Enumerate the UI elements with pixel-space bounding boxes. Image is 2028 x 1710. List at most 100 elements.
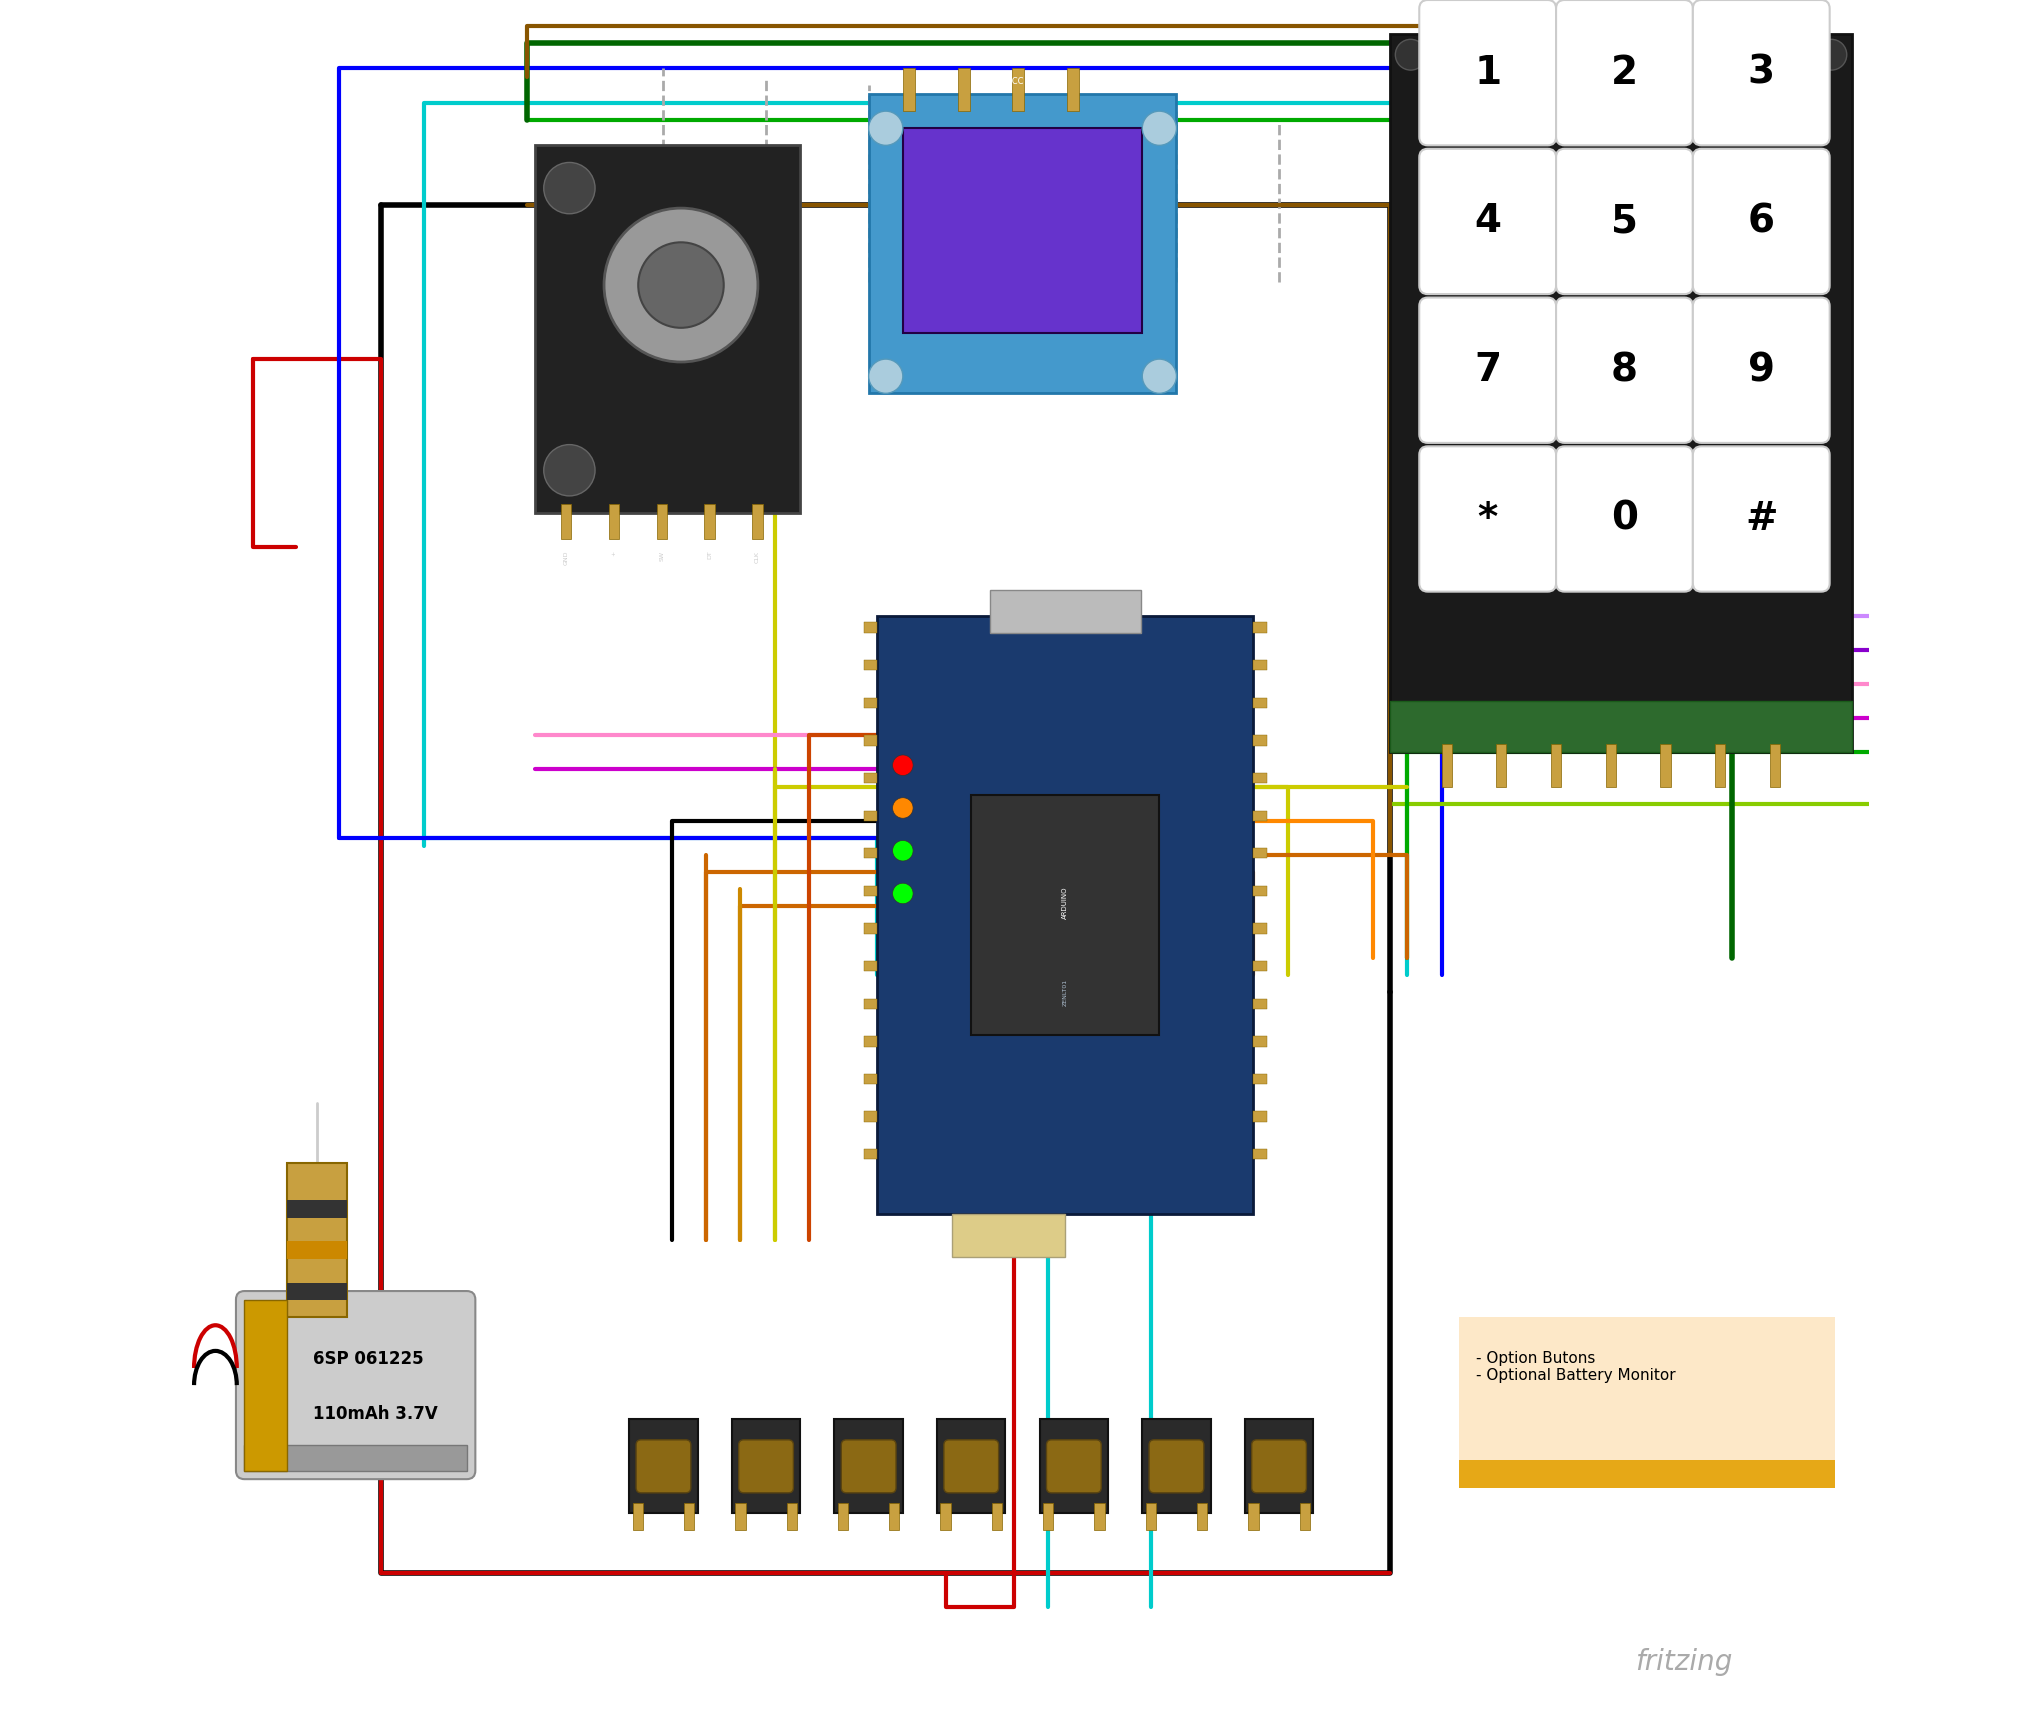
- Text: 1: 1: [1474, 53, 1501, 92]
- Bar: [1012, 68, 1024, 111]
- FancyBboxPatch shape: [1555, 298, 1693, 443]
- Bar: [902, 128, 1142, 333]
- Bar: [1253, 1112, 1268, 1122]
- Bar: [1458, 1317, 1835, 1488]
- Text: GND VCC SCL SDA: GND VCC SCL SDA: [984, 77, 1061, 86]
- FancyBboxPatch shape: [943, 1440, 998, 1493]
- Circle shape: [1815, 39, 1848, 70]
- Bar: [864, 848, 878, 858]
- Bar: [1067, 68, 1079, 111]
- Bar: [864, 923, 878, 934]
- Bar: [288, 1200, 347, 1218]
- Bar: [1245, 1419, 1314, 1513]
- Bar: [864, 1112, 878, 1122]
- Bar: [992, 1503, 1002, 1530]
- Bar: [1095, 1503, 1105, 1530]
- Bar: [937, 1419, 1006, 1513]
- Bar: [1253, 999, 1268, 1009]
- Bar: [787, 1503, 797, 1530]
- Text: GND: GND: [564, 551, 568, 564]
- Bar: [608, 504, 619, 539]
- Circle shape: [892, 797, 913, 819]
- Bar: [953, 1214, 1065, 1257]
- Bar: [864, 811, 878, 821]
- Bar: [864, 622, 878, 633]
- Bar: [629, 1419, 698, 1513]
- Bar: [1770, 744, 1781, 787]
- Circle shape: [892, 756, 913, 776]
- Bar: [1197, 1503, 1207, 1530]
- Bar: [957, 68, 969, 111]
- Bar: [1253, 1149, 1268, 1159]
- Bar: [1253, 1036, 1268, 1047]
- FancyBboxPatch shape: [637, 1440, 692, 1493]
- Circle shape: [1815, 716, 1848, 747]
- Bar: [864, 961, 878, 971]
- Bar: [657, 504, 667, 539]
- Text: ARDUINO: ARDUINO: [1063, 886, 1069, 920]
- FancyBboxPatch shape: [842, 1440, 896, 1493]
- Text: 3: 3: [1748, 53, 1774, 92]
- Text: 110mAh 3.7V: 110mAh 3.7V: [312, 1406, 438, 1423]
- Bar: [633, 1503, 643, 1530]
- Bar: [1253, 923, 1268, 934]
- FancyBboxPatch shape: [1420, 149, 1555, 294]
- Bar: [1497, 744, 1507, 787]
- Text: *: *: [1478, 499, 1499, 539]
- Text: 2: 2: [1610, 53, 1639, 92]
- Bar: [562, 504, 572, 539]
- FancyBboxPatch shape: [1693, 149, 1829, 294]
- Bar: [1300, 1503, 1310, 1530]
- Text: 9: 9: [1748, 351, 1774, 390]
- Bar: [1146, 1503, 1156, 1530]
- Text: 8: 8: [1610, 351, 1639, 390]
- Text: - Option Butons
- Optional Battery Monitor: - Option Butons - Optional Battery Monit…: [1476, 1351, 1675, 1383]
- Bar: [1040, 1419, 1107, 1513]
- Bar: [990, 590, 1140, 633]
- Bar: [864, 1074, 878, 1084]
- Bar: [971, 795, 1160, 1035]
- Bar: [1249, 1503, 1259, 1530]
- FancyBboxPatch shape: [1555, 0, 1693, 145]
- Bar: [902, 68, 915, 111]
- Text: DT: DT: [708, 551, 712, 559]
- FancyBboxPatch shape: [1420, 298, 1555, 443]
- Bar: [736, 1503, 746, 1530]
- Bar: [1442, 744, 1452, 787]
- Bar: [941, 1503, 951, 1530]
- FancyBboxPatch shape: [738, 1440, 793, 1493]
- Bar: [752, 504, 763, 539]
- Circle shape: [868, 359, 902, 393]
- Bar: [1253, 811, 1268, 821]
- Bar: [245, 1300, 288, 1471]
- Bar: [1253, 773, 1268, 783]
- Bar: [1253, 1074, 1268, 1084]
- Text: CLK: CLK: [754, 551, 760, 563]
- Bar: [683, 1503, 694, 1530]
- Bar: [864, 999, 878, 1009]
- Bar: [1253, 848, 1268, 858]
- FancyBboxPatch shape: [1555, 149, 1693, 294]
- FancyBboxPatch shape: [1693, 298, 1829, 443]
- FancyBboxPatch shape: [1693, 0, 1829, 145]
- FancyBboxPatch shape: [1046, 1440, 1101, 1493]
- Bar: [864, 886, 878, 896]
- Circle shape: [1395, 716, 1426, 747]
- Text: #: #: [1744, 499, 1777, 539]
- Bar: [1716, 744, 1726, 787]
- Circle shape: [604, 209, 758, 363]
- Bar: [878, 616, 1253, 1214]
- Bar: [1551, 744, 1562, 787]
- Bar: [1253, 961, 1268, 971]
- Circle shape: [544, 162, 594, 214]
- FancyBboxPatch shape: [1555, 446, 1693, 592]
- Bar: [288, 1241, 347, 1259]
- Bar: [1253, 622, 1268, 633]
- Bar: [1391, 701, 1852, 752]
- Bar: [864, 773, 878, 783]
- Bar: [535, 145, 801, 513]
- FancyBboxPatch shape: [1150, 1440, 1205, 1493]
- Bar: [288, 1163, 347, 1317]
- Text: +: +: [610, 551, 617, 556]
- Bar: [288, 1282, 347, 1300]
